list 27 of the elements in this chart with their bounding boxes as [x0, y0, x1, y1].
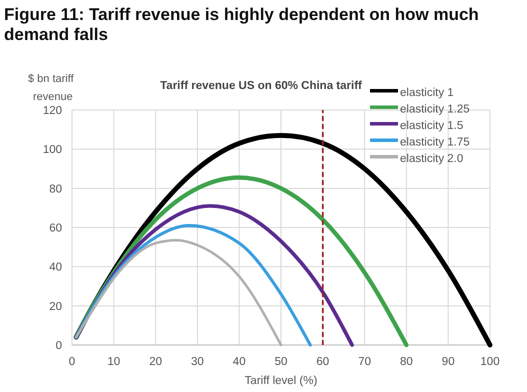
x-tick-label: 30: [191, 356, 204, 368]
x-axis-title: Tariff level (%): [244, 375, 318, 387]
legend-label: elasticity 1.5: [400, 120, 464, 132]
legend-label: elasticity 1.25: [400, 104, 470, 116]
y-tick-label: 80: [49, 183, 62, 196]
legend-label: elasticity 1.75: [400, 136, 470, 148]
legend-label: elasticity 1: [400, 87, 454, 99]
x-tick-label: 40: [232, 356, 246, 368]
chart-subtitle: Tariff revenue US on 60% China tariff: [160, 80, 362, 92]
y-tick-label: 100: [42, 144, 62, 156]
x-tick-label: 50: [274, 356, 288, 368]
chart-title: Figure 11: Tariff revenue is highly dependent on how much demand falls: [4, 5, 479, 44]
x-tick-label: 80: [400, 356, 413, 368]
y-tick-label: 40: [49, 262, 62, 274]
x-tick-label: 70: [358, 356, 371, 368]
x-tick-label: 0: [68, 356, 76, 368]
y-axis-title: $ bn tariff revenue: [28, 73, 75, 103]
x-tick-label: 100: [480, 356, 500, 368]
x-tick-label: 90: [442, 356, 455, 368]
x-tick-label: 60: [316, 356, 330, 368]
legend-label: elasticity 2.0: [400, 153, 464, 165]
x-tick-label: 10: [107, 356, 120, 368]
x-tick-label: 20: [149, 356, 162, 368]
y-tick-label: 120: [42, 105, 62, 117]
y-tick-label: 20: [49, 300, 62, 313]
y-tick-label: 60: [49, 222, 62, 234]
y-tick-label: 0: [56, 340, 62, 352]
